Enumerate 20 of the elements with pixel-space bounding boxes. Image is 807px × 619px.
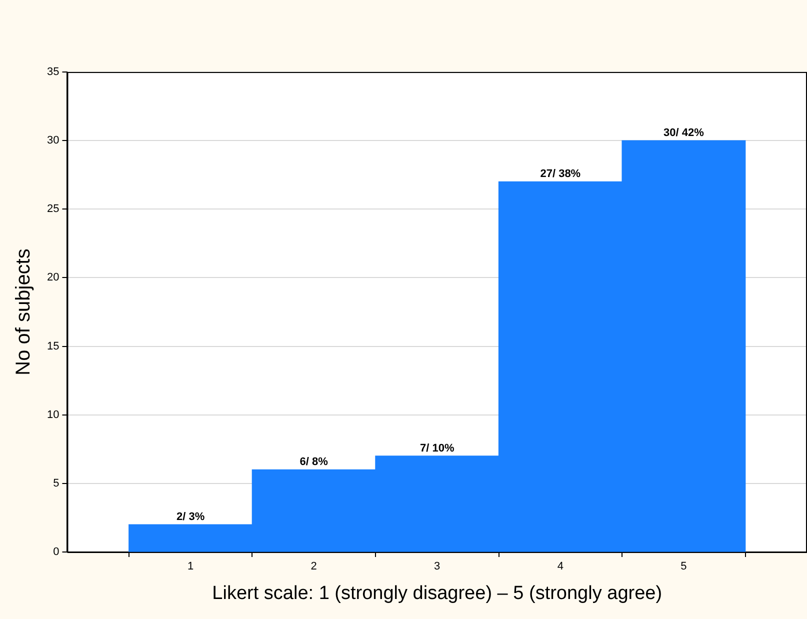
- data-label: 27/ 38%: [540, 168, 581, 180]
- x-tick-label: 3: [434, 560, 440, 573]
- x-axis-title: Likert scale: 1 (strongly disagree) – 5 (strongly agree): [212, 582, 662, 604]
- data-label: 7/ 10%: [420, 442, 454, 455]
- y-tick-label: 10: [46, 408, 60, 421]
- y-tick-label: 25: [46, 203, 60, 216]
- x-tick-label: 2: [310, 560, 317, 573]
- y-tick-label: 0: [53, 546, 60, 558]
- x-tick-label: 5: [680, 560, 687, 573]
- data-label: 30/ 42%: [664, 127, 704, 140]
- y-axis-title: No of subjects: [12, 248, 35, 376]
- x-tick-label: 1: [187, 560, 194, 573]
- data-label: 2/ 3%: [176, 511, 205, 524]
- y-tick-label: 20: [46, 272, 60, 284]
- y-tick-label: 30: [46, 134, 60, 147]
- x-tick-label: 4: [557, 560, 564, 573]
- data-label: 6/ 8%: [300, 456, 328, 468]
- y-tick-label: 35: [46, 66, 60, 78]
- y-tick-label: 15: [46, 340, 60, 352]
- y-tick-label: 5: [53, 477, 60, 490]
